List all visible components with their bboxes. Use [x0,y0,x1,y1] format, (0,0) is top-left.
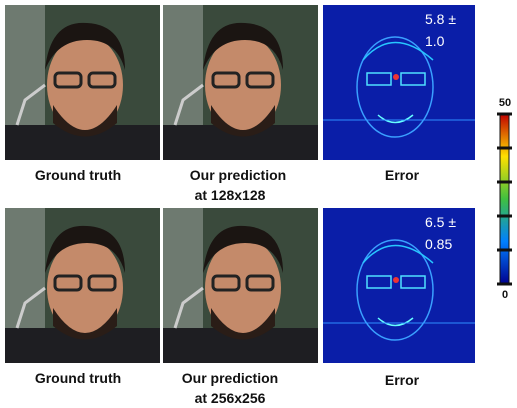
colorbar-label: 0 [502,289,508,301]
error-map [323,5,475,160]
error-value: 0.85 [425,236,452,252]
caption: Our prediction [190,167,286,183]
ground-truth-image [5,208,160,363]
caption: Ground truth [35,167,121,183]
caption: Error [385,167,420,183]
colorbar: 50 0 [497,97,512,301]
error-value: 1.0 [425,33,445,49]
error-value: 6.5 ± [425,214,456,230]
prediction-image [163,5,318,160]
caption: Error [385,372,420,388]
caption: Ground truth [35,370,121,386]
caption: Our prediction [182,370,278,386]
caption: at 128x128 [195,187,266,203]
error-value: 5.8 ± [425,11,456,27]
colorbar-label: 50 [499,97,511,109]
figure: 5.8 ± 1.0 Ground truth Our prediction at… [0,0,517,408]
caption: at 256x256 [195,390,266,406]
error-map [323,208,475,363]
ground-truth-image [5,5,160,160]
prediction-image [163,208,318,363]
